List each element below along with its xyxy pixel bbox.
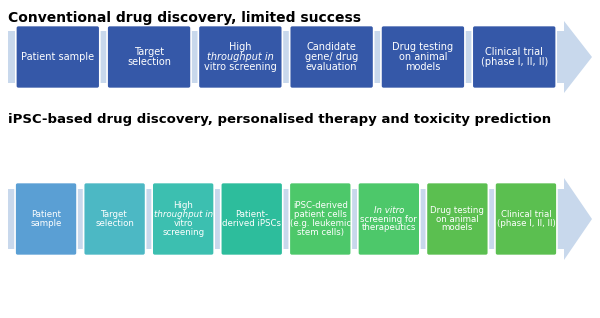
Text: throughput in: throughput in: [207, 52, 274, 62]
Text: vitro: vitro: [173, 219, 193, 228]
FancyBboxPatch shape: [199, 25, 283, 88]
Text: (e.g. leukemic: (e.g. leukemic: [290, 219, 351, 228]
Text: Patient sample: Patient sample: [21, 52, 94, 62]
Text: evaluation: evaluation: [306, 62, 358, 72]
Text: iPSC-derived: iPSC-derived: [293, 202, 348, 211]
Text: High: High: [229, 42, 251, 52]
FancyBboxPatch shape: [381, 25, 465, 88]
Text: Patient-: Patient-: [235, 210, 268, 219]
Text: stem cells): stem cells): [297, 227, 344, 237]
FancyBboxPatch shape: [472, 25, 556, 88]
Text: sample: sample: [31, 219, 62, 228]
Text: selection: selection: [127, 57, 171, 67]
FancyBboxPatch shape: [427, 183, 488, 255]
Text: gene/ drug: gene/ drug: [305, 52, 358, 62]
Text: on animal: on animal: [398, 52, 447, 62]
Text: models: models: [405, 62, 440, 72]
Text: (phase I, II, II): (phase I, II, II): [481, 57, 548, 67]
Bar: [8, 31, 564, 83]
Text: Clinical trial: Clinical trial: [485, 47, 543, 57]
Text: Conventional drug discovery, limited success: Conventional drug discovery, limited suc…: [8, 11, 361, 25]
Text: therapeutics: therapeutics: [362, 223, 416, 232]
FancyBboxPatch shape: [83, 183, 146, 255]
Text: selection: selection: [95, 219, 134, 228]
Text: on animal: on animal: [436, 215, 479, 224]
Text: In vitro: In vitro: [374, 206, 404, 215]
Text: screening for: screening for: [361, 215, 417, 224]
FancyBboxPatch shape: [107, 25, 191, 88]
Text: patient cells: patient cells: [294, 210, 347, 219]
Text: throughput in: throughput in: [154, 210, 213, 219]
FancyBboxPatch shape: [221, 183, 283, 255]
FancyBboxPatch shape: [358, 183, 420, 255]
Polygon shape: [564, 178, 592, 260]
Bar: [8, 190, 564, 249]
Text: Clinical trial: Clinical trial: [500, 210, 551, 219]
Text: Patient: Patient: [31, 210, 61, 219]
Polygon shape: [564, 21, 592, 93]
Text: (phase I, II, II): (phase I, II, II): [497, 219, 556, 228]
Text: Drug testing: Drug testing: [430, 206, 484, 215]
Text: vitro screening: vitro screening: [204, 62, 277, 72]
FancyBboxPatch shape: [290, 25, 374, 88]
Text: models: models: [442, 223, 473, 232]
Text: screening: screening: [162, 227, 204, 237]
FancyBboxPatch shape: [495, 183, 557, 255]
FancyBboxPatch shape: [15, 183, 77, 255]
FancyBboxPatch shape: [152, 183, 214, 255]
Text: derived iPSCs: derived iPSCs: [222, 219, 281, 228]
Text: High: High: [173, 202, 193, 211]
Text: Target: Target: [134, 47, 164, 57]
Text: Target: Target: [101, 210, 128, 219]
Text: Drug testing: Drug testing: [392, 42, 454, 52]
FancyBboxPatch shape: [16, 25, 100, 88]
Text: iPSC-based drug discovery, personalised therapy and toxicity prediction: iPSC-based drug discovery, personalised …: [8, 113, 551, 126]
Text: Candidate: Candidate: [307, 42, 356, 52]
FancyBboxPatch shape: [289, 183, 351, 255]
